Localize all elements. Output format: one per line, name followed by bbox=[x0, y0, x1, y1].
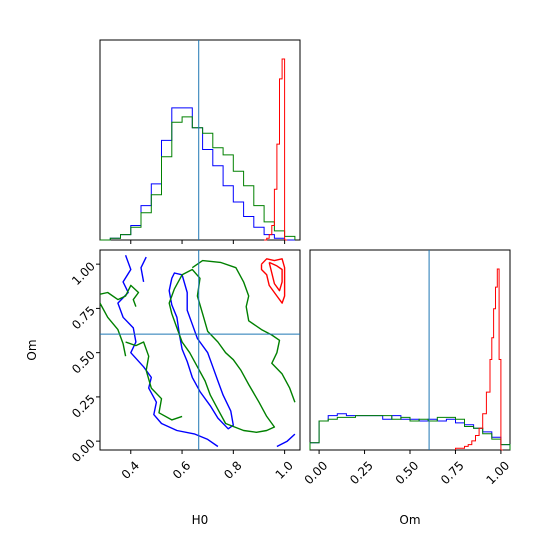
joint-y-tick-label-3: 0.75 bbox=[69, 303, 98, 332]
joint-x-tick-label-3: 1.0 bbox=[273, 458, 296, 481]
h0-histogram-ticks bbox=[130, 240, 286, 244]
om-histogram-tick-label-2: 0.50 bbox=[393, 458, 422, 487]
joint-contour-1 bbox=[140, 256, 147, 283]
joint-x-tick-label-0: 0.4 bbox=[119, 458, 142, 481]
joint-contour-0 bbox=[117, 255, 219, 448]
joint-contour-10 bbox=[268, 261, 283, 292]
h0-om-joint-panel: 0.4 0.6 0.8 1.0 0.00 0.25 0.50 0.75 1.00 H0 Om bbox=[25, 249, 301, 527]
joint-contour-4 bbox=[100, 284, 140, 307]
x-axis-label-h0: H0 bbox=[192, 513, 209, 527]
h0-histogram-step-2 bbox=[264, 58, 288, 241]
x-axis-label-om: Om bbox=[399, 513, 420, 527]
joint-x-ticks: 0.4 0.6 0.8 1.0 bbox=[119, 450, 296, 482]
h0-histogram-step-1 bbox=[100, 116, 296, 241]
om-histogram-step-1 bbox=[309, 415, 511, 450]
h0-histogram-series bbox=[100, 58, 296, 241]
y-axis-label-om: Om bbox=[25, 339, 39, 360]
om-histogram-ticks: 0.00 0.25 0.50 0.75 1.00 bbox=[302, 450, 512, 487]
joint-x-tick-label-1: 0.6 bbox=[170, 458, 193, 481]
joint-contour-9 bbox=[260, 258, 286, 304]
joint-contours bbox=[100, 255, 296, 448]
om-histogram-tick-label-4: 1.00 bbox=[483, 458, 512, 487]
joint-contour-7 bbox=[168, 268, 276, 433]
joint-contour-6 bbox=[125, 341, 183, 421]
joint-y-tick-label-1: 0.25 bbox=[69, 392, 98, 421]
om-histogram-series bbox=[309, 268, 511, 451]
joint-contour-3 bbox=[276, 433, 296, 448]
h0-histogram-frame bbox=[99, 39, 301, 241]
om-histogram-panel: 0.00 0.25 0.50 0.75 1.00 Om bbox=[302, 249, 512, 527]
om-histogram-step-2 bbox=[455, 268, 503, 451]
om-histogram-tick-label-0: 0.00 bbox=[302, 458, 331, 487]
joint-y-tick-label-2: 0.50 bbox=[69, 348, 98, 377]
joint-y-tick-label-4: 1.00 bbox=[69, 259, 98, 288]
joint-y-tick-label-0: 0.00 bbox=[69, 436, 98, 465]
h0-histogram-panel bbox=[99, 39, 301, 244]
joint-y-ticks: 0.00 0.25 0.50 0.75 1.00 bbox=[69, 259, 100, 465]
om-histogram-tick-label-1: 0.25 bbox=[347, 458, 376, 487]
joint-frame bbox=[99, 249, 301, 451]
joint-x-tick-label-2: 0.8 bbox=[221, 458, 244, 481]
om-histogram-tick-label-3: 0.75 bbox=[438, 458, 467, 487]
joint-contour-8 bbox=[191, 259, 296, 403]
joint-contour-5 bbox=[100, 302, 127, 357]
